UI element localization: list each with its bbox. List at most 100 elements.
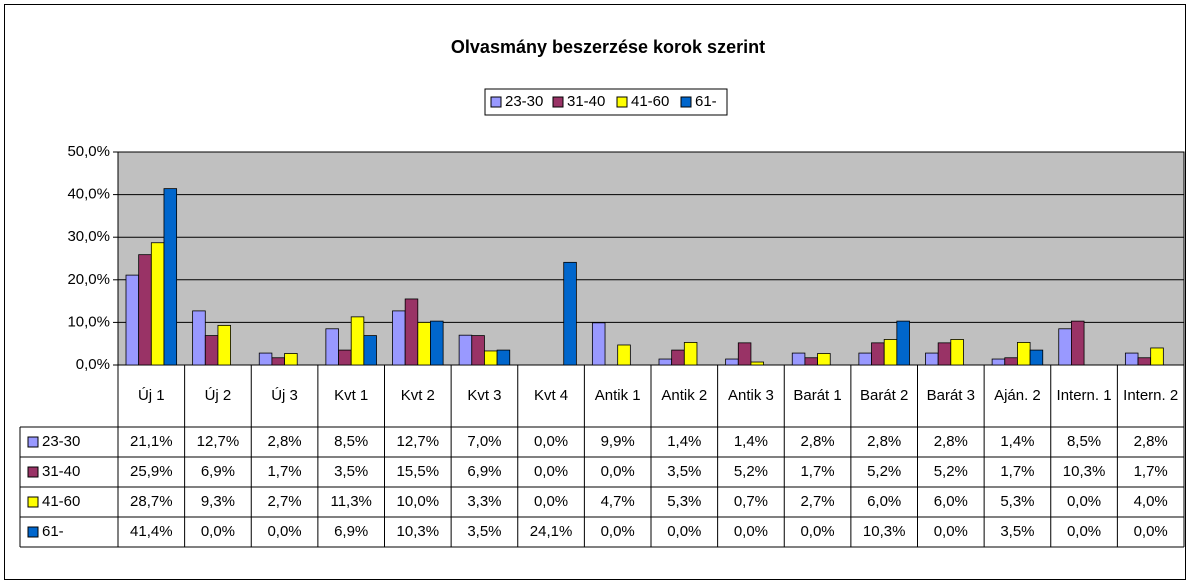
- y-tick-label: 20,0%: [67, 271, 110, 288]
- y-tick-label: 40,0%: [67, 186, 110, 203]
- table-value: 15,5%: [397, 463, 440, 480]
- bar: [937, 342, 952, 366]
- table-value: 0,0%: [534, 433, 568, 450]
- x-tick-label: Antik 1: [595, 387, 641, 404]
- table-value: 0,0%: [800, 523, 834, 540]
- bar: [458, 334, 473, 366]
- x-tick-label: Antik 3: [728, 387, 774, 404]
- table-value: 6,0%: [867, 493, 901, 510]
- table-value: 2,8%: [800, 433, 834, 450]
- bar: [217, 324, 231, 366]
- bar: [883, 339, 898, 366]
- table-value: 3,3%: [467, 493, 501, 510]
- table-series-name: 61-: [42, 523, 64, 540]
- bar: [1058, 328, 1072, 366]
- bar: [737, 342, 752, 366]
- bar: [204, 335, 219, 366]
- x-tick-label: Barát 2: [860, 387, 908, 404]
- bar: [392, 310, 406, 366]
- bar: [138, 254, 152, 366]
- bar: [871, 342, 885, 366]
- table-value: 0,0%: [534, 493, 568, 510]
- table-key: [27, 526, 39, 538]
- bar: [817, 353, 831, 366]
- y-tick-label: 50,0%: [67, 143, 110, 160]
- table-value: 9,9%: [601, 433, 635, 450]
- table-value: 1,7%: [1134, 463, 1168, 480]
- table-value: 25,9%: [130, 463, 173, 480]
- bar: [284, 353, 298, 366]
- table-value: 3,5%: [334, 463, 368, 480]
- table-value: 4,7%: [601, 493, 635, 510]
- bar: [725, 358, 739, 366]
- bar: [683, 342, 698, 366]
- table-value: 0,0%: [1067, 523, 1101, 540]
- table-value: 0,0%: [534, 463, 568, 480]
- bar: [563, 261, 577, 366]
- bar: [417, 321, 431, 366]
- table-value: 8,5%: [334, 433, 368, 450]
- legend-label: 41-60: [631, 93, 669, 110]
- x-tick-label: Új 2: [205, 387, 232, 404]
- x-tick-label: Új 3: [271, 387, 298, 404]
- table-value: 10,3%: [397, 523, 440, 540]
- table-value: 0,0%: [667, 523, 701, 540]
- x-tick-label: Aján. 2: [994, 387, 1041, 404]
- table-value: 0,0%: [934, 523, 968, 540]
- table-value: 0,0%: [601, 523, 635, 540]
- table-value: 41,4%: [130, 523, 173, 540]
- bar: [271, 357, 285, 366]
- x-tick-label: Kvt 2: [401, 387, 435, 404]
- table-key: [27, 496, 39, 508]
- table-value: 9,3%: [201, 493, 235, 510]
- table-value: 2,8%: [1134, 433, 1168, 450]
- table-value: 3,5%: [467, 523, 501, 540]
- table-value: 0,0%: [601, 463, 635, 480]
- bar: [658, 358, 673, 366]
- bar: [791, 352, 806, 366]
- table-value: 6,0%: [934, 493, 968, 510]
- bar: [258, 352, 273, 366]
- table-value: 1,4%: [1000, 433, 1034, 450]
- table-value: 0,0%: [267, 523, 301, 540]
- x-tick-label: Antik 2: [661, 387, 707, 404]
- x-tick-label: Kvt 4: [534, 387, 568, 404]
- plot-area: [117, 151, 1185, 366]
- table-value: 4,0%: [1134, 493, 1168, 510]
- table-value: 2,8%: [867, 433, 901, 450]
- table-key: [27, 436, 39, 448]
- bar: [804, 357, 818, 366]
- bar: [496, 349, 511, 366]
- bar: [150, 242, 165, 366]
- table-value: 1,7%: [1000, 463, 1034, 480]
- table-value: 10,3%: [1063, 463, 1106, 480]
- table-value: 6,9%: [467, 463, 501, 480]
- table-value: 6,9%: [201, 463, 235, 480]
- table-value: 0,0%: [734, 523, 768, 540]
- bar: [471, 335, 485, 366]
- table-value: 2,8%: [934, 433, 968, 450]
- table-value: 2,7%: [800, 493, 834, 510]
- table-value: 7,0%: [467, 433, 501, 450]
- legend-key: [552, 96, 564, 108]
- y-tick-label: 10,0%: [67, 313, 110, 330]
- bar: [591, 322, 606, 366]
- table-value: 10,3%: [863, 523, 906, 540]
- y-tick-label: 30,0%: [67, 228, 110, 245]
- table-key: [27, 466, 39, 478]
- table-value: 3,5%: [1000, 523, 1034, 540]
- bar: [404, 298, 419, 366]
- x-tick-label: Intern. 1: [1057, 387, 1112, 404]
- x-tick-label: Kvt 1: [334, 387, 368, 404]
- bar: [163, 188, 178, 366]
- table-value: 10,0%: [397, 493, 440, 510]
- table-value: 5,2%: [867, 463, 901, 480]
- table-value: 0,0%: [1067, 493, 1101, 510]
- bar: [430, 320, 444, 366]
- bar: [1004, 357, 1018, 366]
- x-tick-label: Barát 1: [793, 387, 841, 404]
- table-value: 1,7%: [267, 463, 301, 480]
- table-value: 0,0%: [1134, 523, 1168, 540]
- bar: [350, 316, 365, 366]
